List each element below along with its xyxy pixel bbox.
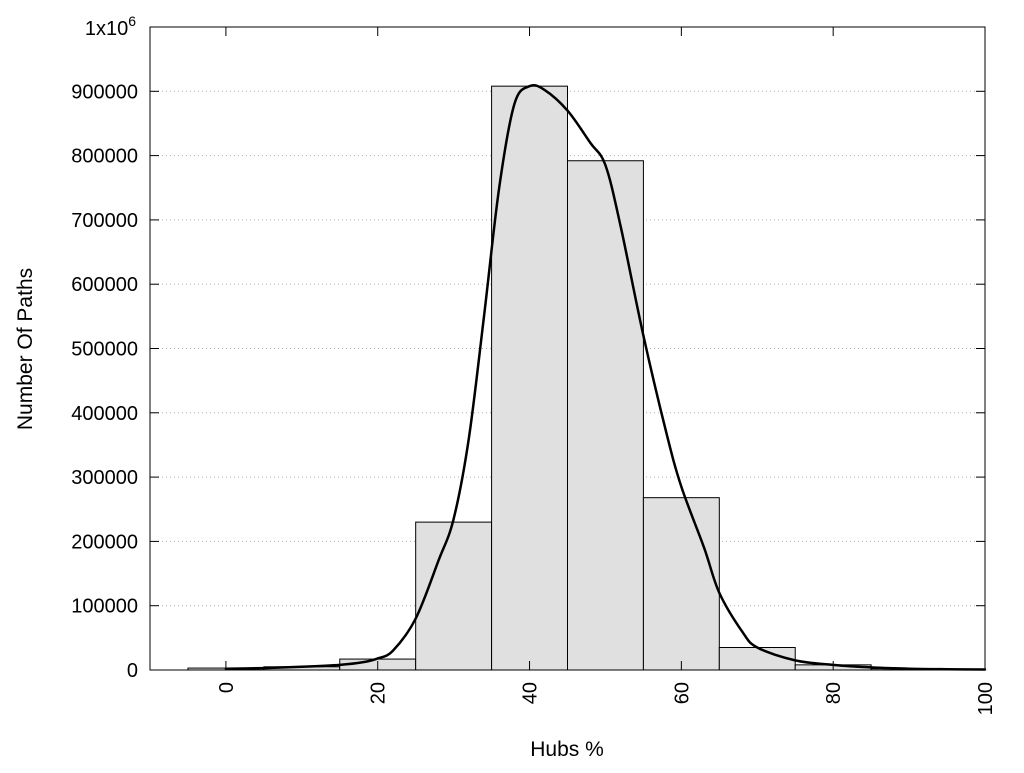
labels-layer: Hubs % Number Of Paths 1x106 xyxy=(14,13,604,761)
x-tick-label: 0 xyxy=(216,682,238,693)
y-axis-title: Number Of Paths xyxy=(14,268,37,430)
y-tick-label: 100000 xyxy=(71,596,138,618)
histogram-bar xyxy=(415,521,493,671)
histogram-bar xyxy=(567,160,644,671)
y-tick-label: 0 xyxy=(127,660,138,682)
y-top-label-exponent: 6 xyxy=(128,13,136,29)
x-tick-label: 80 xyxy=(823,682,845,704)
x-tick-label: 60 xyxy=(671,682,693,704)
fit-curve-line xyxy=(224,83,987,671)
y-tick-label: 200000 xyxy=(71,531,138,553)
y-tick-label: 900000 xyxy=(71,81,138,103)
histogram-bar xyxy=(642,497,720,671)
y-top-label-base: 1x10 xyxy=(85,18,128,40)
x-tick-label: 20 xyxy=(368,682,390,704)
y-tick-label-top: 1x106 xyxy=(85,13,136,40)
x-tick-label: 100 xyxy=(975,682,997,715)
y-tick-label: 500000 xyxy=(71,339,138,361)
x-tick-label: 40 xyxy=(520,682,542,704)
histogram-bar xyxy=(491,85,568,671)
y-tick-label: 800000 xyxy=(71,146,138,168)
bars-layer xyxy=(187,85,948,671)
curve-layer xyxy=(224,83,987,671)
ticks-layer: 0 100000 200000 300000 400000 500000 600000 700… xyxy=(71,27,997,715)
y-tick-label: 700000 xyxy=(71,210,138,232)
x-axis-title: Hubs % xyxy=(530,738,604,761)
y-tick-label: 600000 xyxy=(71,274,138,296)
y-tick-label: 300000 xyxy=(71,467,138,489)
y-tick-label: 400000 xyxy=(71,403,138,425)
